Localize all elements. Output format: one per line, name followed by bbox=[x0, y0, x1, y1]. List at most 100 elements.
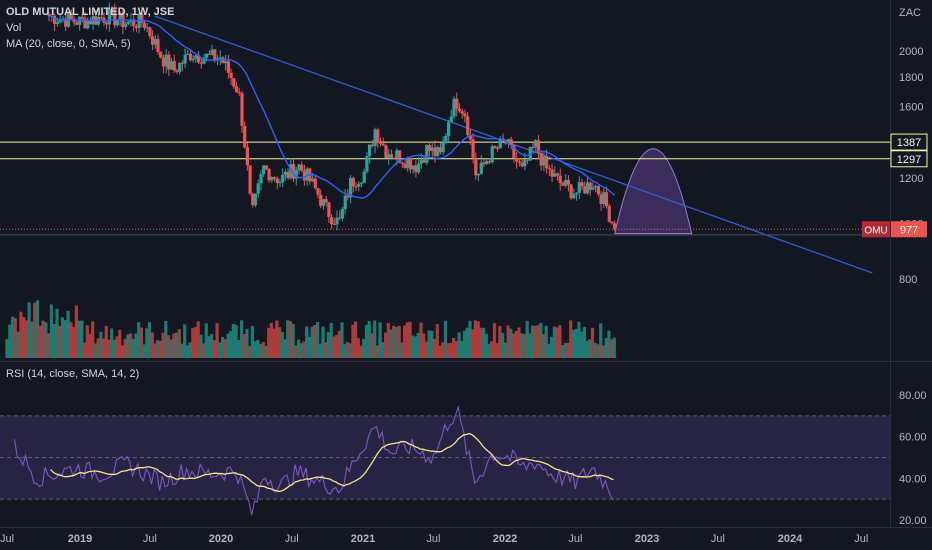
candle-body bbox=[555, 173, 560, 176]
time-axis-label: 2021 bbox=[351, 533, 375, 545]
candle-body bbox=[403, 163, 407, 168]
legend-vol[interactable]: Vol bbox=[6, 22, 22, 34]
candle-body bbox=[365, 156, 369, 172]
volume-bar bbox=[16, 331, 20, 358]
volume-bar bbox=[495, 343, 499, 358]
candle-body bbox=[202, 57, 206, 64]
volume-bar bbox=[389, 329, 393, 358]
volume-bar bbox=[460, 340, 464, 358]
candle-body bbox=[172, 61, 176, 71]
volume-bar bbox=[552, 326, 556, 358]
volume-bar bbox=[52, 324, 56, 358]
candle-body bbox=[389, 154, 393, 158]
candle-body bbox=[159, 51, 163, 58]
volume-bar bbox=[126, 334, 130, 358]
volume-bar bbox=[221, 336, 225, 358]
volume-bar bbox=[66, 310, 70, 358]
candle-body bbox=[523, 159, 527, 167]
volume-bar bbox=[115, 336, 119, 358]
volume-bar bbox=[413, 336, 418, 358]
volume-bar bbox=[487, 344, 491, 358]
price-axis-tick: 800 bbox=[899, 274, 917, 286]
volume-bar bbox=[424, 341, 428, 358]
volume-bar bbox=[35, 300, 40, 358]
candle-body bbox=[373, 129, 377, 146]
volume-bar bbox=[253, 341, 257, 358]
candle-body bbox=[75, 22, 79, 25]
volume-bar bbox=[245, 328, 249, 358]
volume-bar bbox=[468, 320, 472, 358]
moving-average-line bbox=[48, 15, 616, 199]
volume-bar bbox=[302, 341, 306, 358]
volume-bar bbox=[5, 339, 9, 358]
candle-body bbox=[107, 9, 111, 25]
candle-body bbox=[124, 23, 128, 27]
candle-body bbox=[607, 205, 611, 222]
volume-bar bbox=[193, 326, 198, 358]
volume-bar bbox=[531, 325, 535, 358]
candle-body bbox=[425, 145, 429, 163]
volume-bar bbox=[44, 322, 48, 358]
candle-body bbox=[572, 194, 576, 199]
candle-body bbox=[610, 221, 614, 224]
rsi-ma-line bbox=[50, 432, 614, 493]
volume-bar bbox=[484, 333, 488, 358]
volume-bar bbox=[275, 320, 279, 358]
volume-bar bbox=[164, 320, 168, 358]
candle-body bbox=[468, 134, 472, 140]
candle-body bbox=[132, 19, 136, 27]
legend-ma[interactable]: MA (20, close, 0, SMA, 5) bbox=[6, 38, 131, 50]
candle-body bbox=[580, 182, 584, 187]
volume-bar bbox=[561, 345, 565, 358]
candle-body bbox=[245, 147, 249, 166]
price-axis-currency: ZAC bbox=[899, 7, 921, 19]
candle-body bbox=[175, 70, 179, 72]
volume-bar bbox=[33, 302, 37, 358]
volume-bar bbox=[215, 323, 219, 358]
volume-bar bbox=[185, 345, 189, 358]
volume-bar bbox=[566, 342, 570, 358]
candle-body bbox=[110, 9, 114, 11]
candle-body bbox=[566, 180, 570, 185]
volume-bar bbox=[267, 327, 271, 358]
candle-body bbox=[248, 165, 252, 194]
volume-bar bbox=[555, 327, 559, 358]
volume-bar bbox=[370, 333, 374, 358]
candle-body bbox=[167, 54, 171, 70]
volume-bar bbox=[259, 344, 263, 358]
candle-body bbox=[205, 53, 209, 58]
volume-bar bbox=[375, 345, 379, 358]
volume-bar bbox=[27, 302, 31, 358]
legend-rsi[interactable]: RSI (14, close, SMA, 14, 2) bbox=[6, 368, 140, 380]
candle-body bbox=[207, 53, 211, 55]
time-axis-label: 2019 bbox=[68, 533, 92, 545]
candle-body bbox=[332, 224, 336, 225]
volume-bar bbox=[574, 329, 578, 358]
candle-body bbox=[251, 193, 255, 206]
candle-body bbox=[485, 161, 489, 164]
last-price-tag-label: 977 bbox=[900, 224, 918, 236]
candle-body bbox=[316, 188, 320, 195]
volume-bar bbox=[60, 317, 65, 358]
symbol-title[interactable]: OLD MUTUAL LIMITED, 1W, JSE bbox=[6, 6, 175, 18]
candle-body bbox=[414, 165, 418, 173]
volume-bar bbox=[11, 316, 15, 358]
candle-body bbox=[487, 161, 491, 163]
candle-body bbox=[406, 158, 410, 168]
time-axis-label: 2020 bbox=[209, 533, 233, 545]
volume-bar bbox=[438, 345, 442, 358]
volume-bar bbox=[83, 342, 87, 358]
candle-body bbox=[550, 169, 554, 177]
candle-body bbox=[151, 36, 155, 45]
volume-bar bbox=[403, 325, 407, 358]
candle-body bbox=[58, 19, 62, 23]
candle-body bbox=[596, 186, 600, 195]
candle-body bbox=[452, 98, 456, 117]
volume-bar bbox=[166, 335, 171, 358]
volume-bar bbox=[202, 343, 206, 358]
volume-bar bbox=[218, 342, 222, 358]
volume-bar bbox=[261, 342, 265, 358]
volume-bar bbox=[400, 342, 404, 358]
